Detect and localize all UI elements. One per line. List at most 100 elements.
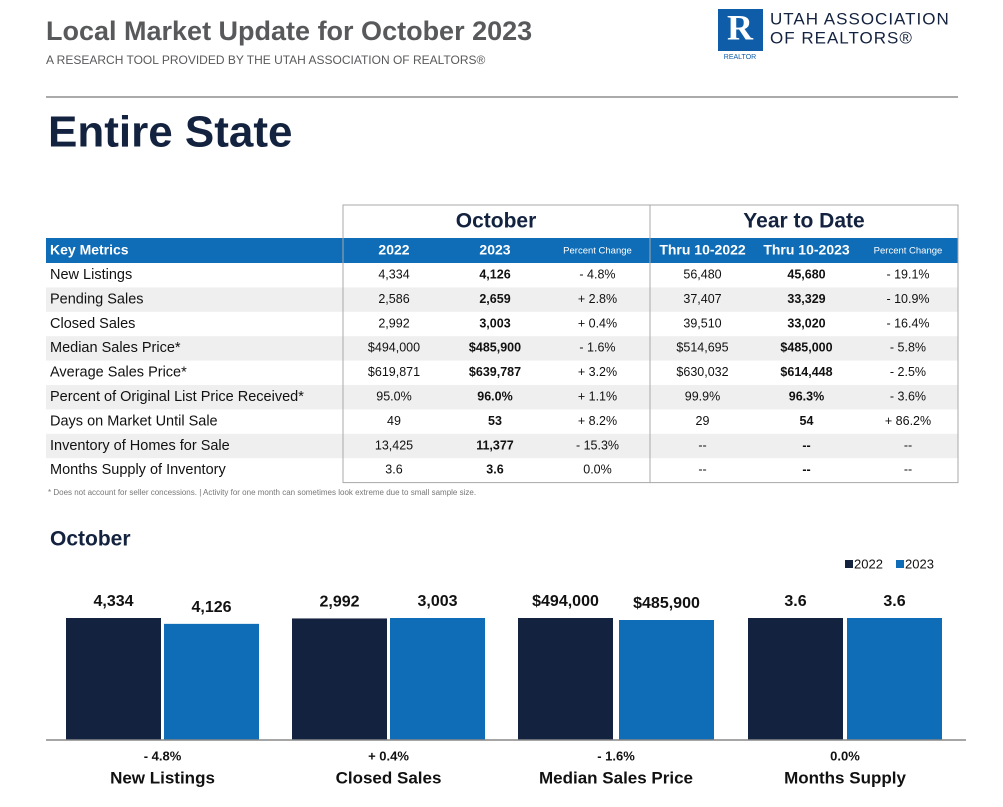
cell: 13,425 — [375, 438, 413, 452]
cell: 2,992 — [378, 316, 409, 330]
legend-swatch — [896, 560, 904, 568]
cell: 0.0% — [583, 463, 612, 477]
cell: + 0.4% — [578, 316, 617, 330]
cell: - 10.9% — [886, 292, 929, 306]
metric-name: New Listings — [50, 267, 132, 283]
metric-name: Median Sales Price* — [50, 340, 181, 356]
row-band — [46, 287, 958, 312]
bar — [518, 618, 613, 740]
area-title: Entire State — [48, 108, 293, 157]
group-label: Closed Sales — [336, 768, 442, 787]
cell: 95.0% — [376, 389, 411, 403]
change-label: - 4.8% — [144, 748, 182, 763]
bar — [748, 618, 843, 740]
title: Local Market Update for October 2023 — [46, 16, 532, 46]
cell: 33,329 — [787, 292, 825, 306]
cell: $485,900 — [469, 341, 521, 355]
group-header: Year to Date — [743, 210, 864, 233]
cell: 33,020 — [787, 316, 825, 330]
cell: + 1.1% — [578, 389, 617, 403]
cell: 56,480 — [683, 267, 721, 281]
header-row — [46, 238, 958, 263]
logo-text: OF REALTORS® — [770, 28, 913, 47]
change-label: 0.0% — [830, 748, 860, 763]
cell: + 86.2% — [885, 414, 931, 428]
legend-label: 2022 — [854, 556, 883, 571]
cell: $494,000 — [368, 341, 420, 355]
cell: $614,448 — [780, 365, 832, 379]
metric-name: Percent of Original List Price Received* — [50, 389, 304, 405]
cell: -- — [802, 463, 810, 477]
logo-mark: REALTOR — [724, 54, 756, 61]
value-label: 3.6 — [784, 593, 806, 610]
cell: -- — [904, 463, 912, 477]
row-band — [46, 336, 958, 361]
metric-name: Average Sales Price* — [50, 365, 187, 381]
column-header: Percent Change — [874, 246, 943, 257]
cell: + 2.8% — [578, 292, 617, 306]
legend-swatch — [845, 560, 853, 568]
column-header: Key Metrics — [50, 242, 129, 258]
value-label: 4,334 — [93, 593, 133, 610]
value-label: 2,992 — [319, 594, 359, 611]
subtitle: A RESEARCH TOOL PROVIDED BY THE UTAH ASS… — [46, 53, 486, 67]
metric-name: Pending Sales — [50, 291, 144, 307]
cell: -- — [698, 463, 706, 477]
cell: -- — [904, 438, 912, 452]
row-band — [46, 385, 958, 410]
cell: 29 — [696, 414, 710, 428]
cell: -- — [802, 438, 810, 452]
cell: 2,586 — [378, 292, 409, 306]
cell: 45,680 — [787, 267, 825, 281]
value-label: 3.6 — [883, 593, 905, 610]
footnote: * Does not account for seller concession… — [48, 488, 476, 497]
column-header: Thru 10-2022 — [659, 242, 746, 258]
bar — [66, 618, 161, 740]
cell: $619,871 — [368, 365, 420, 379]
cell: 49 — [387, 414, 401, 428]
bar — [292, 618, 387, 740]
metric-name: Days on Market Until Sale — [50, 413, 218, 429]
cell: 99.9% — [685, 389, 720, 403]
cell: 37,407 — [683, 292, 721, 306]
value-label: $494,000 — [532, 593, 599, 610]
cell: 3.6 — [486, 463, 503, 477]
cell: + 8.2% — [578, 414, 617, 428]
cell: 4,126 — [479, 267, 510, 281]
cell: 54 — [800, 414, 814, 428]
cell: 3,003 — [479, 316, 510, 330]
bar — [847, 618, 942, 740]
cell: - 2.5% — [890, 365, 926, 379]
column-header: 2022 — [378, 242, 409, 258]
row-band — [46, 433, 958, 459]
cell: 3.6 — [385, 463, 402, 477]
cell: $514,695 — [676, 341, 728, 355]
chart-title: October — [50, 528, 131, 551]
metric-name: Inventory of Homes for Sale — [50, 438, 230, 454]
value-label: 3,003 — [417, 593, 457, 610]
column-header: 2023 — [479, 242, 510, 258]
cell: $630,032 — [676, 365, 728, 379]
cell: 2,659 — [479, 292, 510, 306]
group-box — [649, 204, 959, 484]
logo-text: UTAH ASSOCIATION — [770, 9, 950, 28]
cell: - 19.1% — [886, 267, 929, 281]
cell: 11,377 — [476, 438, 514, 452]
bar — [619, 620, 714, 740]
group-label: Median Sales Price — [539, 768, 693, 787]
cell: 96.3% — [789, 389, 824, 403]
cell: 53 — [488, 414, 502, 428]
cell: - 4.8% — [579, 267, 615, 281]
cell: - 16.4% — [886, 316, 929, 330]
value-label: $485,900 — [633, 595, 700, 612]
group-header: October — [456, 210, 537, 233]
cell: - 15.3% — [576, 438, 619, 452]
cell: - 5.8% — [890, 341, 926, 355]
column-header: Percent Change — [563, 246, 632, 257]
logo-box — [718, 9, 763, 51]
logo-icon: R — [727, 7, 754, 47]
metric-name: Closed Sales — [50, 316, 135, 332]
cell: $485,000 — [780, 341, 832, 355]
legend-label: 2023 — [905, 556, 934, 571]
